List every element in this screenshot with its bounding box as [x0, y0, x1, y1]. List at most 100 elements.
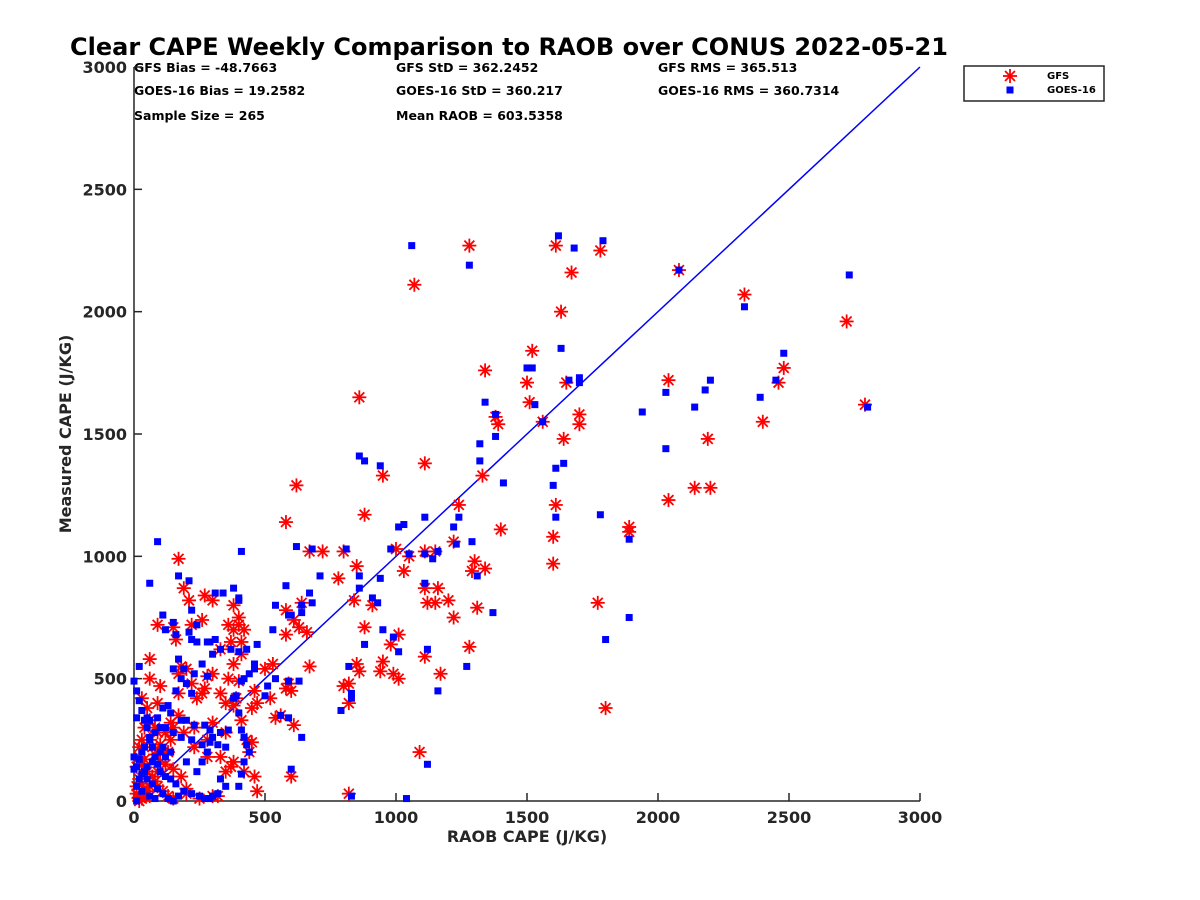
gfs-point: [182, 593, 197, 608]
goes16-point: [306, 589, 314, 597]
goes16-point: [557, 344, 565, 352]
gfs-point: [197, 588, 212, 603]
goes16-point: [235, 648, 243, 656]
goes16-point: [434, 547, 442, 555]
goes16-point: [421, 550, 429, 558]
goes16-point: [146, 736, 154, 744]
gfs-point: [548, 497, 563, 512]
goes16-point: [167, 748, 175, 756]
goes16-point: [499, 479, 507, 487]
goes16-point: [240, 758, 248, 766]
goes16-point: [271, 675, 279, 683]
goes16-point: [599, 237, 607, 245]
goes16-point: [156, 748, 164, 756]
goes16-point: [355, 452, 363, 460]
goes16-point: [167, 709, 175, 717]
gfs-legend-symbol: [1003, 69, 1017, 83]
goes16-point: [196, 792, 203, 800]
goes16-point: [282, 582, 290, 590]
x-tick-label: 1000: [374, 808, 419, 827]
gfs-point: [755, 414, 770, 429]
gfs-point: [286, 612, 301, 627]
goes16-point: [135, 697, 143, 705]
gfs-point: [839, 314, 854, 329]
x-tick-label: 2000: [636, 808, 681, 827]
gfs-point: [341, 676, 356, 691]
goes16-point: [625, 614, 633, 621]
gfs-point: [166, 762, 181, 777]
goes16-point: [140, 768, 148, 776]
goes16-point: [156, 724, 164, 732]
goes16-point: [235, 596, 243, 604]
goes16-point: [164, 702, 172, 710]
gfs-point: [478, 561, 493, 576]
goes16-point: [285, 714, 293, 722]
gfs-point: [703, 480, 718, 495]
goes16-point: [387, 545, 395, 553]
x-tick-label: 500: [248, 808, 281, 827]
goes16-point: [575, 374, 583, 382]
goes16-point: [476, 440, 484, 448]
gfs-point: [250, 784, 265, 799]
gfs-point: [556, 431, 571, 446]
gfs-point: [258, 661, 272, 676]
goes16-point: [188, 636, 196, 644]
gfs-point: [412, 745, 427, 760]
goes16-point: [235, 709, 243, 717]
goes16-point: [169, 665, 177, 673]
goes16-point: [206, 795, 214, 803]
goes16-point: [138, 787, 146, 795]
gfs-point: [265, 656, 280, 671]
goes16-point: [423, 760, 431, 768]
goes16-point: [376, 462, 384, 470]
goes16-point: [400, 521, 408, 529]
goes16-point: [146, 579, 154, 587]
goes16-point: [175, 655, 183, 663]
gfs-point: [546, 529, 561, 544]
goes16-point: [476, 457, 484, 465]
goes16-point: [148, 780, 156, 788]
goes16-point: [193, 621, 201, 629]
goes16-point: [167, 775, 175, 783]
gfs-point: [467, 554, 482, 569]
goes16-point: [452, 540, 460, 548]
stat-goes-rms: GOES-16 RMS = 360.7314: [658, 83, 840, 98]
goes16-point: [138, 748, 146, 756]
gfs-point: [176, 581, 191, 596]
x-axis-label: RAOB CAPE (J/KG): [447, 827, 607, 846]
goes16-point: [161, 626, 169, 634]
goes16-point: [552, 464, 560, 472]
gfs-point: [347, 593, 362, 608]
goes16-point: [185, 628, 193, 636]
gfs-point: [352, 664, 367, 679]
goes16-point: [148, 743, 156, 751]
goes16-point: [405, 550, 413, 558]
goes16-point: [130, 753, 138, 761]
gfs-point: [289, 478, 304, 493]
goes16-point: [222, 743, 230, 751]
gfs-point: [776, 360, 791, 375]
goes16-point: [198, 741, 206, 749]
goes16-point: [130, 677, 138, 685]
gfs-point: [525, 343, 540, 358]
goes16-point: [864, 403, 872, 411]
gfs-point: [373, 664, 388, 679]
goes16-point: [133, 714, 141, 722]
gfs-point: [475, 468, 490, 483]
goes16-point: [298, 609, 306, 617]
goes16-point: [361, 640, 369, 648]
goes16-point: [135, 755, 143, 763]
goes16-point: [421, 579, 429, 587]
goes16-point: [539, 418, 547, 426]
goes16-point: [691, 403, 699, 411]
goes16-point: [206, 738, 214, 746]
goes16-point: [361, 457, 369, 465]
gfs-point: [590, 595, 605, 610]
gfs-point: [247, 683, 262, 698]
goes16-point: [169, 797, 177, 805]
y-tick-label: 2000: [82, 303, 127, 322]
goes16-point: [465, 261, 473, 269]
goes16-point: [182, 716, 190, 724]
goes16-point: [408, 242, 416, 250]
goes16-point: [143, 763, 151, 771]
